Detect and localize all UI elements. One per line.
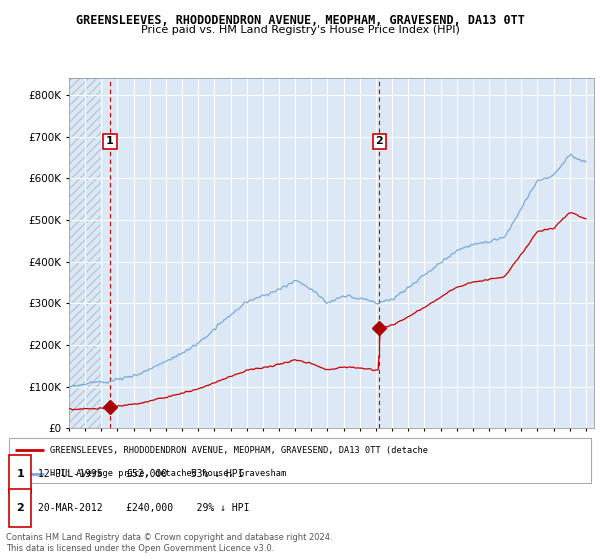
Text: Price paid vs. HM Land Registry's House Price Index (HPI): Price paid vs. HM Land Registry's House … — [140, 25, 460, 35]
FancyBboxPatch shape — [9, 455, 31, 493]
FancyBboxPatch shape — [9, 438, 591, 483]
Text: GREENSLEEVES, RHODODENDRON AVENUE, MEOPHAM, GRAVESEND, DA13 0TT: GREENSLEEVES, RHODODENDRON AVENUE, MEOPH… — [76, 14, 524, 27]
Text: 1: 1 — [16, 469, 24, 479]
Text: 20-MAR-2012    £240,000    29% ↓ HPI: 20-MAR-2012 £240,000 29% ↓ HPI — [38, 503, 250, 513]
Text: 1: 1 — [106, 137, 114, 146]
Text: HPI: Average price, detached house, Gravesham: HPI: Average price, detached house, Grav… — [50, 469, 286, 478]
Text: 2: 2 — [16, 503, 24, 513]
FancyBboxPatch shape — [9, 489, 31, 526]
Text: 12-JUL-1995    £52,000    53% ↓ HPI: 12-JUL-1995 £52,000 53% ↓ HPI — [38, 469, 244, 479]
Text: Contains HM Land Registry data © Crown copyright and database right 2024.
This d: Contains HM Land Registry data © Crown c… — [6, 533, 332, 553]
Text: 2: 2 — [376, 137, 383, 146]
Text: GREENSLEEVES, RHODODENDRON AVENUE, MEOPHAM, GRAVESEND, DA13 0TT (detache: GREENSLEEVES, RHODODENDRON AVENUE, MEOPH… — [50, 446, 428, 455]
